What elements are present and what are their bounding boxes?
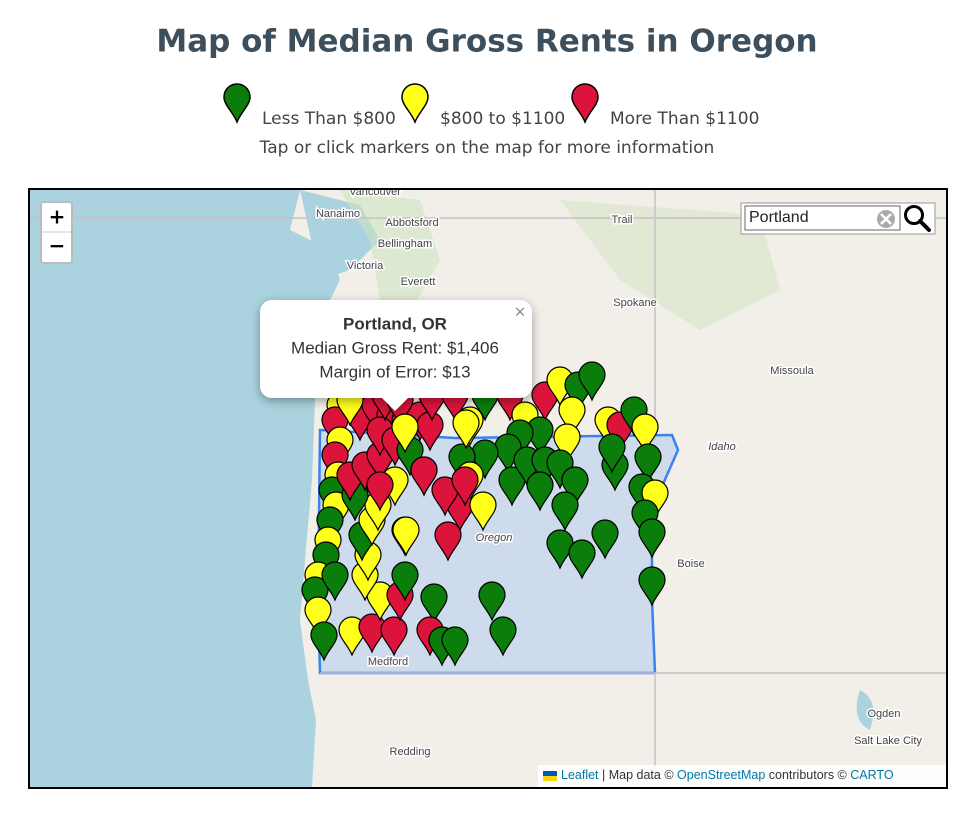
osm-link[interactable]: OpenStreetMap: [677, 768, 765, 782]
attribution: Leaflet | Map data © OpenStreetMap contr…: [538, 765, 946, 787]
search-button[interactable]: [904, 205, 924, 225]
marker[interactable]: [434, 521, 462, 562]
marker[interactable]: [598, 433, 626, 474]
lake: [856, 690, 874, 730]
marker[interactable]: [489, 616, 517, 657]
place-label: Boise: [677, 558, 705, 570]
carto-link[interactable]: CARTO: [850, 768, 894, 782]
search-icon: [918, 219, 931, 232]
legend-label: More Than $1100: [610, 109, 759, 129]
place-label: Everett: [401, 276, 436, 288]
ocean: [30, 190, 340, 787]
marker[interactable]: [558, 396, 586, 437]
attribution-text: Leaflet | Map data © OpenStreetMap contr…: [561, 768, 894, 782]
popup: Portland, OR Median Gross Rent: $1,406 M…: [260, 300, 532, 411]
marker[interactable]: [638, 518, 666, 559]
search: Portland: [740, 202, 936, 235]
popup-line: Median Gross Rent: $1,406: [291, 338, 499, 357]
place-label: Redding: [390, 746, 431, 758]
place-label: Ogden: [867, 708, 900, 720]
markers: [301, 361, 669, 667]
marker[interactable]: [451, 466, 479, 507]
legend-marker: [571, 83, 599, 125]
zoom-in[interactable]: +: [49, 205, 66, 229]
attribution-part: | Map data ©: [602, 768, 674, 782]
marker[interactable]: [553, 423, 581, 464]
marker[interactable]: [452, 409, 480, 450]
marker[interactable]: [568, 539, 596, 580]
clear-icon: [880, 213, 892, 225]
flag: [543, 771, 557, 776]
zoom-out[interactable]: −: [49, 234, 66, 258]
place-label: Salt Lake City: [854, 735, 922, 747]
marker[interactable]: [321, 561, 349, 602]
marker[interactable]: [410, 456, 438, 497]
popup-title: Portland, OR: [343, 314, 447, 333]
marker[interactable]: [316, 506, 344, 547]
marker[interactable]: [638, 566, 666, 607]
marker[interactable]: [431, 476, 459, 517]
marker[interactable]: [631, 413, 659, 454]
marker[interactable]: [591, 519, 619, 560]
place-label: Bellingham: [378, 238, 432, 250]
popup-box: [260, 300, 532, 411]
place-label: Abbotsford: [385, 217, 438, 229]
place-label: Oregon: [476, 532, 513, 544]
place-label: Victoria: [347, 260, 384, 272]
place-label: Vancouver: [349, 186, 401, 198]
marker[interactable]: [441, 626, 469, 667]
popup-line: Margin of Error: $13: [319, 362, 470, 381]
marker[interactable]: [469, 491, 497, 532]
place-label: Trail: [612, 214, 633, 226]
legend: Less Than $800 $800 to $1100 More Than $11…: [223, 83, 759, 129]
leaflet-link[interactable]: Leaflet: [561, 768, 599, 782]
place-label: Idaho: [708, 441, 736, 453]
legend-marker: [223, 83, 251, 125]
marker[interactable]: [392, 516, 420, 557]
legend-label: Less Than $800: [262, 109, 396, 129]
zoom-control: + −: [40, 201, 73, 264]
marker[interactable]: [561, 466, 589, 507]
flag: [543, 776, 557, 781]
forest: [560, 200, 780, 330]
map-border: [28, 188, 948, 789]
marker[interactable]: [391, 561, 419, 602]
place-labels: Vancouver Nanaimo Abbotsford Bellingham Vict…: [314, 186, 923, 759]
marker[interactable]: [526, 471, 554, 512]
marker[interactable]: [304, 596, 332, 637]
place-label: Spokane: [613, 297, 656, 309]
marker[interactable]: [358, 613, 386, 654]
place-label: Nanaimo: [316, 208, 360, 220]
attribution-part: contributors ©: [769, 768, 848, 782]
attribution-box: [538, 765, 946, 787]
marker[interactable]: [420, 583, 448, 624]
marker[interactable]: [471, 439, 499, 480]
marker[interactable]: [310, 621, 338, 662]
map[interactable]: Vancouver Nanaimo Abbotsford Bellingham Vict…: [30, 186, 946, 787]
marker[interactable]: [551, 491, 579, 532]
legend-label: $800 to $1100: [440, 109, 565, 129]
title: Map of Median Gross Rents in Oregon: [156, 24, 817, 60]
marker[interactable]: [380, 616, 408, 657]
marker[interactable]: [578, 361, 606, 402]
instruction: Tap or click markers on the map for more…: [259, 138, 715, 158]
search-value: Portland: [749, 209, 809, 226]
marker[interactable]: [634, 443, 662, 484]
search-input[interactable]: [744, 205, 901, 231]
marker[interactable]: [478, 581, 506, 622]
marker[interactable]: [391, 413, 419, 454]
legend-marker: [401, 83, 429, 125]
borders: [30, 190, 946, 787]
forest: [340, 190, 440, 330]
place-label: Medford: [368, 656, 408, 668]
popup-close[interactable]: ×: [514, 303, 527, 321]
marker[interactable]: [366, 471, 394, 512]
marker[interactable]: [498, 466, 526, 507]
place-label: Missoula: [770, 365, 814, 377]
